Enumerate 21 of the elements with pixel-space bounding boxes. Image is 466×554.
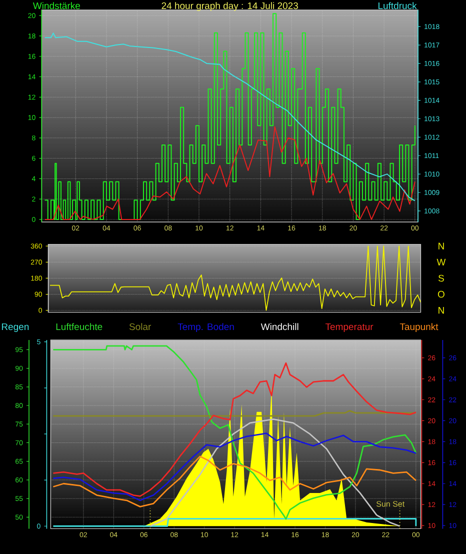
text: W (436, 258, 446, 266)
text: Taupunkt (400, 323, 438, 332)
line-series (52, 432, 417, 502)
text: N (438, 307, 444, 314)
line-series (44, 32, 416, 202)
line-series (52, 362, 417, 497)
text: Regen (2, 323, 29, 332)
text: S (438, 274, 444, 282)
text: Temperatur (325, 323, 374, 332)
legend-label: Windchill (260, 323, 298, 330)
line-series (52, 345, 417, 520)
y-axis-title: Windstärke (32, 2, 80, 10)
series-label: Luftfeuchte (56, 323, 102, 330)
y2-axis-title: Luftdruck (378, 2, 417, 10)
text: Temp. Boden (178, 323, 234, 332)
chart-title: 24 hour graph day : 14 Juli 2023 (162, 2, 298, 11)
text: Solar (129, 323, 152, 330)
ref-line-label: Sun Set (376, 501, 405, 507)
text: O (438, 290, 444, 298)
text: N (438, 242, 444, 250)
line-series (52, 456, 417, 508)
